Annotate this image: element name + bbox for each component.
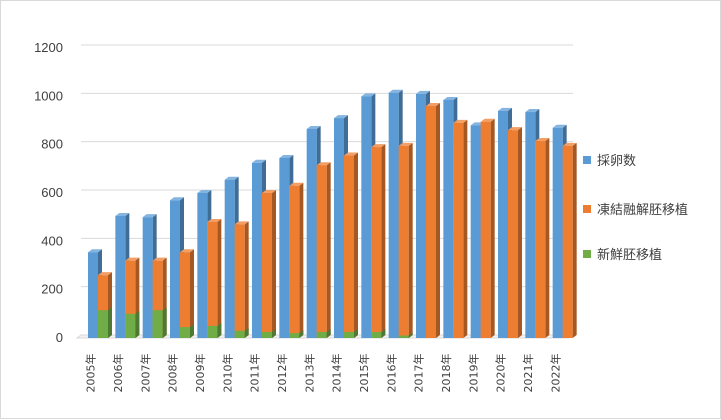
- x-tick-label: 2016年: [384, 354, 398, 393]
- x-tick-label: 2015年: [357, 354, 371, 393]
- bar-frozen-transfer: [262, 190, 276, 338]
- x-tick-label: 2020年: [494, 353, 508, 392]
- y-tick-label: 800: [41, 137, 63, 152]
- x-tick-label: 2022年: [548, 354, 562, 393]
- bar-fresh-transfer: [262, 328, 276, 338]
- bar-frozen-transfer: [180, 249, 194, 338]
- legend-swatch: [583, 250, 591, 258]
- bar-fresh-transfer: [371, 328, 386, 338]
- legend-label: 採卵数: [597, 154, 636, 169]
- x-tick-label: 2012年: [275, 354, 289, 393]
- legend-swatch: [583, 156, 591, 164]
- bar-frozen-transfer: [426, 103, 440, 338]
- legend-swatch: [583, 205, 591, 213]
- legend-label: 凍結融解胚移植: [597, 202, 688, 218]
- bar-frozen-transfer: [234, 221, 249, 338]
- x-tick-label: 2014年: [330, 354, 344, 393]
- x-tick-label: 2005年: [84, 354, 98, 393]
- legend-item: 新鮮胚移植: [583, 247, 662, 263]
- x-tick-label: 2019年: [466, 354, 480, 393]
- y-tick-label: 400: [41, 233, 63, 248]
- x-tick-label: 2017年: [412, 354, 426, 393]
- y-tick-label: 1200: [34, 40, 63, 55]
- x-tick-label: 2021年: [521, 354, 535, 393]
- y-tick-label: 200: [41, 282, 63, 297]
- bar-frozen-transfer: [398, 142, 413, 338]
- x-tick-label: 2018年: [439, 354, 453, 393]
- bar-fresh-transfer: [344, 328, 358, 338]
- x-tick-label: 2013年: [302, 354, 316, 393]
- bar-fresh-transfer: [152, 307, 167, 338]
- legend-item: 採卵数: [583, 154, 636, 169]
- bar-frozen-transfer: [562, 142, 577, 338]
- bar-fresh-transfer: [398, 332, 413, 338]
- bar-fresh-transfer: [180, 324, 194, 338]
- x-tick-label: 2007年: [138, 354, 152, 393]
- bar-fresh-transfer: [98, 307, 112, 338]
- bar-frozen-transfer: [453, 119, 468, 339]
- bar-frozen-transfer: [316, 162, 331, 338]
- bar-frozen-transfer: [480, 118, 495, 338]
- bar-fresh-transfer: [207, 322, 222, 338]
- y-tick-label: 0: [56, 330, 63, 345]
- bar-fresh-transfer: [289, 330, 304, 338]
- x-tick-label: 2008年: [166, 354, 180, 393]
- bar-fresh-transfer: [234, 327, 249, 338]
- legend-label: 新鮮胚移植: [597, 247, 662, 263]
- bar-frozen-transfer: [535, 138, 550, 338]
- bar-fresh-transfer: [125, 310, 140, 338]
- bar-frozen-transfer: [207, 219, 222, 338]
- bar-frozen-transfer: [508, 127, 522, 339]
- bar-frozen-transfer: [289, 182, 304, 338]
- x-tick-label: 2011年: [248, 354, 262, 393]
- legend-item: 凍結融解胚移植: [583, 202, 688, 218]
- y-tick-label: 600: [41, 185, 63, 200]
- x-tick-label: 2009年: [193, 354, 207, 393]
- x-tick-label: 2010年: [220, 354, 234, 393]
- x-tick-label: 2006年: [111, 354, 125, 393]
- bar-frozen-transfer: [371, 144, 386, 338]
- y-tick-label: 1000: [34, 88, 63, 103]
- bar-fresh-transfer: [316, 328, 331, 338]
- bar-frozen-transfer: [344, 152, 358, 338]
